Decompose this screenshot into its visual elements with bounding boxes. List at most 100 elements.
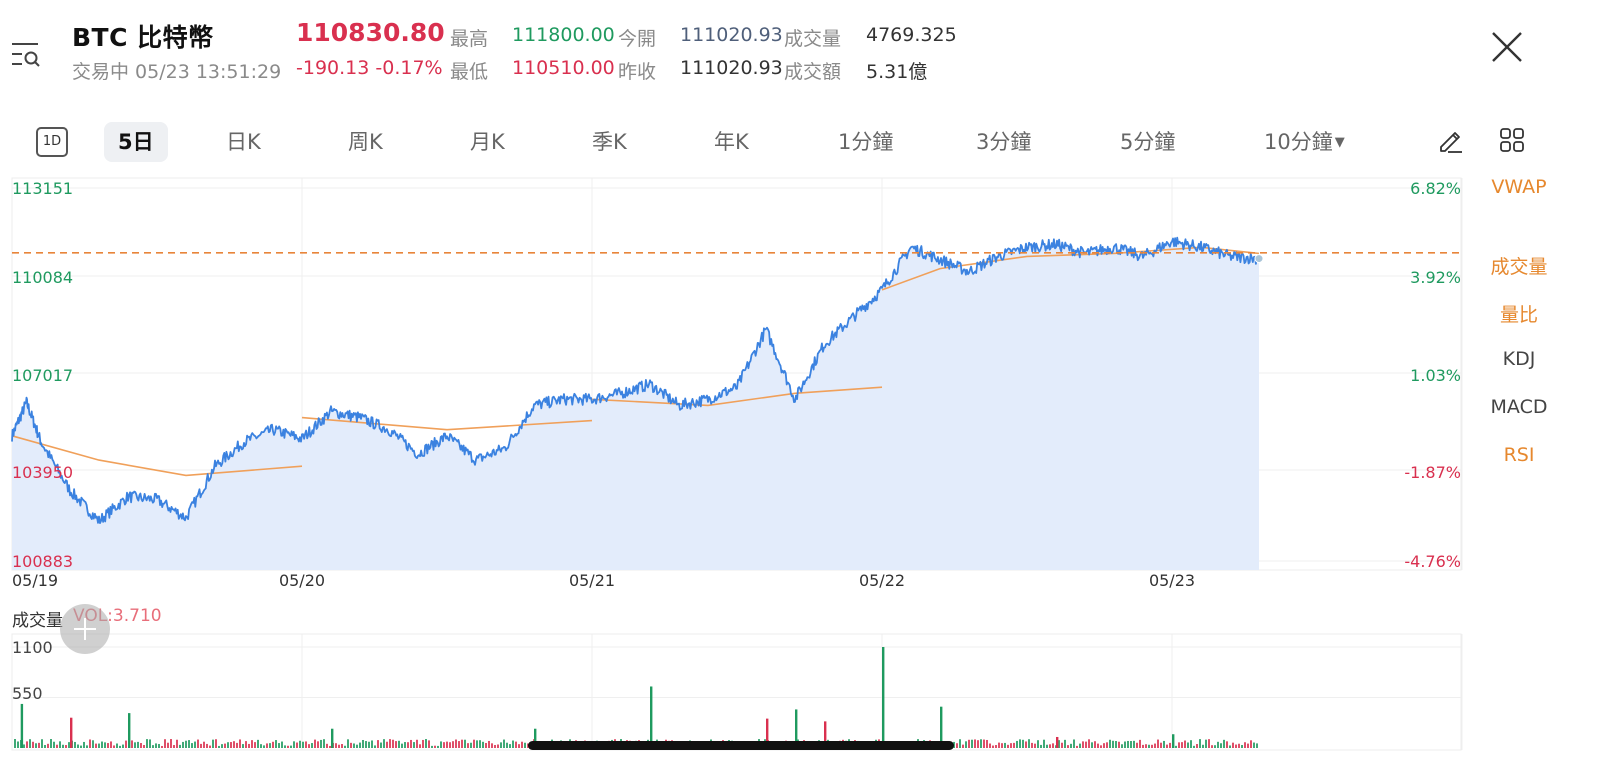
volume-bar bbox=[116, 743, 118, 748]
volume-bar bbox=[227, 742, 229, 748]
trading-status: 交易中 05/23 13:51:29 bbox=[72, 61, 282, 83]
volume-bar bbox=[56, 744, 58, 748]
tab-daily-k[interactable]: 日K bbox=[226, 130, 261, 154]
volume-bar bbox=[254, 742, 256, 748]
volume-bar bbox=[35, 743, 37, 748]
volume-bar bbox=[470, 742, 472, 748]
tab-monthly-k[interactable]: 月K bbox=[470, 130, 505, 154]
volume-bar bbox=[1229, 745, 1231, 748]
volume-bar bbox=[440, 741, 442, 748]
volume-bar bbox=[467, 743, 469, 748]
vwap-line bbox=[301, 416, 593, 431]
x-tick-label: 05/23 bbox=[1149, 571, 1195, 590]
volume-bar bbox=[164, 739, 166, 748]
volume-bar bbox=[239, 739, 241, 748]
tab-3-minute[interactable]: 3分鐘 bbox=[976, 130, 1032, 154]
tab-1d[interactable]: 1D bbox=[36, 127, 68, 157]
volume-bar bbox=[386, 741, 388, 748]
volume-bar bbox=[479, 740, 481, 748]
volume-bar bbox=[374, 745, 376, 748]
volume-bar bbox=[419, 744, 421, 748]
volume-bar bbox=[98, 743, 100, 748]
tab-5-day[interactable]: 5日 bbox=[104, 122, 168, 162]
volume-bar bbox=[368, 741, 370, 748]
indicator-volume-ratio[interactable]: 量比 bbox=[1499, 304, 1538, 326]
chevron-down-icon: ▼ bbox=[1334, 135, 1345, 150]
volume-spike-bar bbox=[882, 647, 885, 748]
volume-bar bbox=[80, 745, 82, 748]
volume-bar bbox=[1223, 739, 1225, 748]
volume-bar bbox=[206, 743, 208, 748]
volume-bar bbox=[1046, 744, 1048, 748]
volume-bar bbox=[203, 741, 205, 748]
volume-bar bbox=[248, 743, 250, 748]
volume-bar bbox=[1022, 739, 1024, 748]
volume-bar bbox=[974, 739, 976, 748]
tab-10-minute[interactable]: 10分鐘 ▼ bbox=[1264, 122, 1345, 162]
volume-bar bbox=[1127, 740, 1129, 748]
volume-bar bbox=[38, 742, 40, 748]
indicator-kdj[interactable]: KDJ bbox=[1502, 348, 1536, 370]
volume-bar bbox=[233, 741, 235, 748]
volume-bar bbox=[1016, 740, 1018, 748]
volume-bar bbox=[275, 740, 277, 748]
volume-bar bbox=[503, 739, 505, 748]
indicator-volume[interactable]: 成交量 bbox=[1490, 256, 1548, 278]
tab-5-minute[interactable]: 5分鐘 bbox=[1120, 130, 1176, 154]
volume-spike-bar bbox=[824, 721, 827, 748]
menu-search-icon[interactable] bbox=[10, 40, 42, 70]
volume-bar bbox=[188, 740, 190, 748]
volume-bar bbox=[983, 739, 985, 748]
volume-bar bbox=[965, 741, 967, 748]
pencil-icon[interactable] bbox=[1436, 126, 1464, 154]
volume-bar bbox=[461, 739, 463, 748]
last-price-dot bbox=[1254, 254, 1264, 264]
volume-bar bbox=[1151, 744, 1153, 748]
volume-bar bbox=[1145, 744, 1147, 748]
volume-bar bbox=[1070, 743, 1072, 748]
volume-bar bbox=[137, 741, 139, 748]
volume-bar bbox=[1148, 744, 1150, 748]
volume-bar bbox=[524, 742, 526, 748]
volume-bar bbox=[191, 743, 193, 748]
volume-bar bbox=[59, 741, 61, 748]
turnover-label: 成交額 bbox=[784, 61, 842, 83]
volume-bar bbox=[269, 743, 271, 748]
volume-bar bbox=[476, 740, 478, 748]
tab-1-minute[interactable]: 1分鐘 bbox=[838, 130, 894, 154]
volume-y-tick-label: 550 bbox=[12, 684, 43, 703]
volume-bar bbox=[212, 739, 214, 748]
volume-bar bbox=[1109, 739, 1111, 748]
volume-bar bbox=[1136, 742, 1138, 748]
add-indicator-button[interactable] bbox=[60, 604, 110, 654]
close-icon[interactable] bbox=[1490, 30, 1524, 64]
volume-bar bbox=[1241, 745, 1243, 748]
volume-bar bbox=[1124, 741, 1126, 748]
volume-bar bbox=[242, 744, 244, 748]
volume-bar bbox=[1091, 742, 1093, 748]
grid-icon[interactable] bbox=[1498, 126, 1526, 154]
tab-weekly-k[interactable]: 周K bbox=[348, 130, 383, 154]
home-indicator-bar bbox=[528, 741, 954, 750]
low-label: 最低 bbox=[450, 61, 489, 83]
volume-bar bbox=[497, 744, 499, 748]
volume-bar bbox=[125, 740, 127, 748]
y-tick-right-label: 6.82% bbox=[1410, 179, 1461, 198]
indicator-rsi[interactable]: RSI bbox=[1503, 444, 1535, 466]
volume-bar bbox=[521, 741, 523, 748]
indicator-macd[interactable]: MACD bbox=[1490, 396, 1548, 418]
volume-bar bbox=[281, 741, 283, 748]
indicator-vwap[interactable]: VWAP bbox=[1491, 176, 1547, 198]
tab-yearly-k[interactable]: 年K bbox=[714, 130, 749, 154]
volume-bar bbox=[428, 740, 430, 748]
volume-bar bbox=[14, 739, 16, 748]
volume-bar bbox=[1169, 742, 1171, 748]
volume-bar bbox=[1130, 741, 1132, 748]
y-tick-left-label: 107017 bbox=[12, 366, 73, 385]
tab-quarterly-k[interactable]: 季K bbox=[592, 130, 627, 154]
prev-close-value: 111020.93 bbox=[680, 57, 783, 79]
volume-bar bbox=[143, 745, 145, 748]
x-tick-label: 05/20 bbox=[279, 571, 325, 590]
volume-bar bbox=[23, 744, 25, 748]
